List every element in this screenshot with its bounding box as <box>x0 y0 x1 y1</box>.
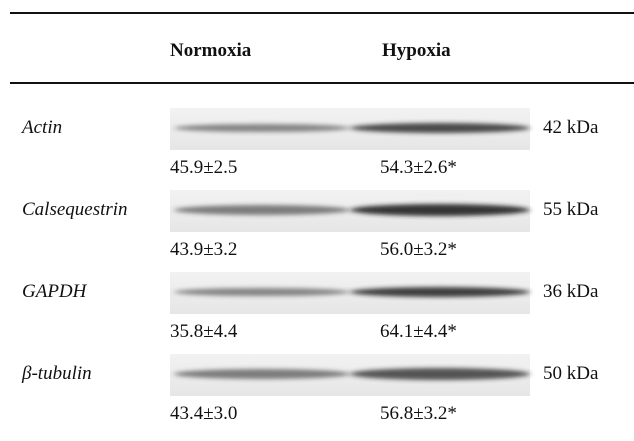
hypoxia-value: 56.0±3.2* <box>380 239 457 260</box>
normoxia-value: 43.4±3.0 <box>170 403 238 424</box>
protein-name: β-tubulin <box>22 363 92 384</box>
band <box>174 369 350 379</box>
protein-name: GAPDH <box>22 281 87 302</box>
hypoxia-value: 54.3±2.6* <box>380 157 457 178</box>
band <box>350 204 530 216</box>
molecular-weight: 55 kDa <box>543 199 599 220</box>
band <box>174 205 350 215</box>
molecular-weight: 42 kDa <box>543 117 599 138</box>
normoxia-value: 35.8±4.4 <box>170 321 238 342</box>
band <box>174 124 350 132</box>
molecular-weight: 50 kDa <box>543 363 599 384</box>
band <box>350 287 530 297</box>
protein-name: Calsequestrin <box>22 199 128 220</box>
top-rule <box>10 12 634 14</box>
normoxia-value: 45.9±2.5 <box>170 157 238 178</box>
band <box>174 288 350 296</box>
normoxia-value: 43.9±3.2 <box>170 239 238 260</box>
band <box>350 123 530 133</box>
header-rule <box>10 82 634 84</box>
hypoxia-value: 64.1±4.4* <box>380 321 457 342</box>
hypoxia-value: 56.8±3.2* <box>380 403 457 424</box>
molecular-weight: 36 kDa <box>543 281 599 302</box>
column-header: Hypoxia <box>382 40 451 61</box>
protein-name: Actin <box>22 117 63 138</box>
band <box>350 368 530 380</box>
column-header: Normoxia <box>170 40 252 61</box>
